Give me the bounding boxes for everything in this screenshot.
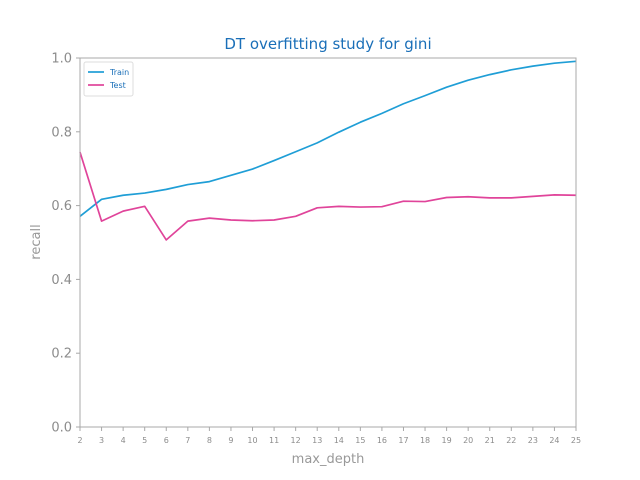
y-tick-label: 1.0: [51, 52, 72, 67]
x-tick-label: 2: [77, 436, 82, 445]
legend-box: [83, 61, 134, 97]
x-axis: 2 3 4 5 6 7 8 9 10 11 12 13 14 15 16 17 18 19 20 21 22 23 24 25: [77, 427, 581, 445]
legend-label-test: Test: [109, 81, 126, 90]
plot-area: [79, 57, 577, 428]
chart-title: DT overfitting study for gini: [224, 35, 431, 53]
series-line-test: [79, 151, 577, 241]
x-tick-label: 11: [269, 436, 279, 445]
x-tick-label: 16: [377, 436, 387, 445]
x-tick-label: 15: [355, 436, 365, 445]
x-tick-label: 12: [291, 436, 301, 445]
x-tick-label: 9: [228, 436, 233, 445]
series-line-train: [79, 60, 577, 217]
x-tick-label: 25: [571, 436, 581, 445]
x-tick-label: 5: [142, 436, 147, 445]
x-tick-label: 19: [442, 436, 452, 445]
x-tick-label: 8: [207, 436, 212, 445]
x-tick-label: 17: [398, 436, 408, 445]
x-tick-label: 6: [164, 436, 169, 445]
x-tick-label: 3: [99, 436, 104, 445]
y-axis: 0.0 0.2 0.4 0.6 0.8 1.0: [51, 52, 80, 436]
x-tick-label: 18: [420, 436, 430, 445]
x-tick-label: 21: [485, 436, 495, 445]
x-tick-label: 13: [312, 436, 322, 445]
y-tick-label: 0.4: [51, 273, 72, 288]
x-tick-label: 23: [528, 436, 538, 445]
legend: Train Test: [83, 61, 134, 97]
series-layer: [79, 60, 577, 241]
x-tick-label: 10: [247, 436, 257, 445]
plot-frame: [79, 57, 577, 428]
y-tick-label: 0.6: [51, 199, 72, 214]
x-tick-label: 7: [185, 436, 190, 445]
y-tick-label: 0.2: [51, 347, 72, 362]
x-tick-label: 4: [121, 436, 126, 445]
y-tick-label: 0.0: [51, 421, 72, 436]
x-axis-label: max_depth: [292, 452, 365, 467]
legend-label-train: Train: [109, 68, 129, 77]
x-tick-label: 20: [463, 436, 473, 445]
x-tick-label: 14: [334, 436, 344, 445]
x-tick-label: 24: [549, 436, 559, 445]
y-tick-label: 0.8: [51, 125, 72, 140]
y-axis-label: recall: [29, 224, 44, 259]
x-tick-label: 22: [506, 436, 516, 445]
